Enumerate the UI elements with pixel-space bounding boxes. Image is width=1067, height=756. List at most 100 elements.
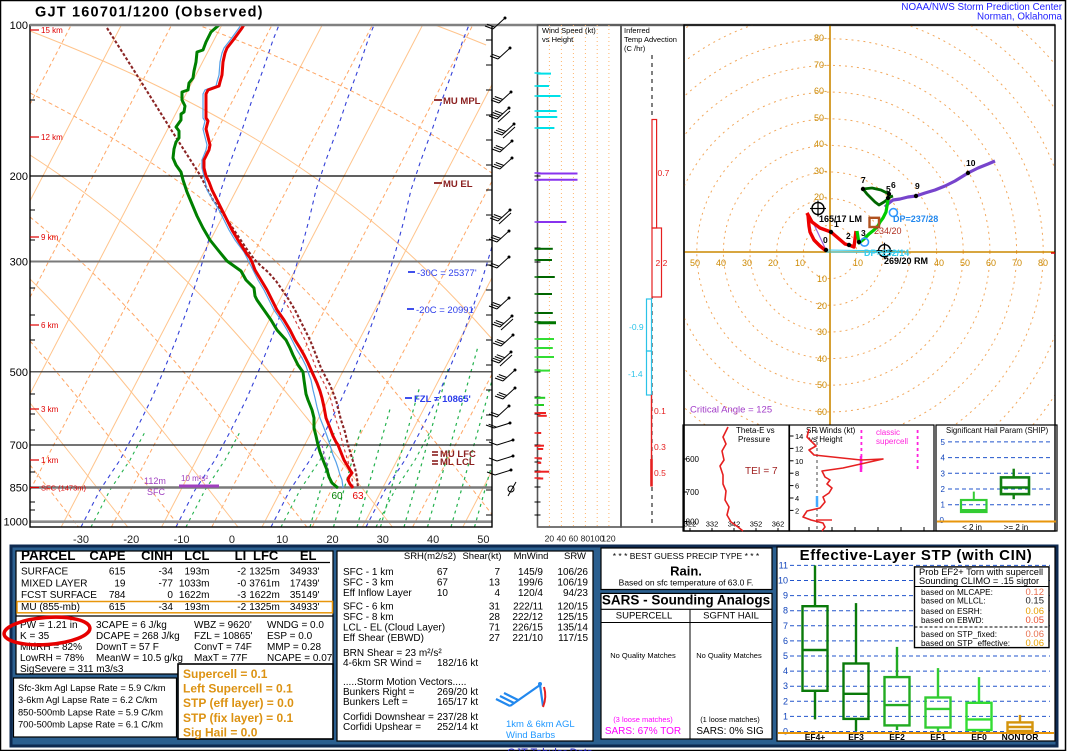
svg-text:SRW: SRW	[564, 551, 586, 562]
svg-text:60: 60	[569, 534, 579, 544]
svg-text:-10: -10	[174, 534, 190, 546]
svg-text:100: 100	[10, 20, 28, 32]
svg-text:322: 322	[684, 520, 697, 529]
svg-text:4: 4	[494, 588, 500, 599]
svg-text:9: 9	[915, 181, 920, 191]
svg-text:63: 63	[352, 491, 364, 502]
svg-text:0: 0	[167, 590, 173, 601]
svg-text:362: 362	[772, 520, 785, 529]
svg-text:-3: -3	[237, 590, 246, 601]
svg-text:SFC (1473m): SFC (1473m)	[41, 484, 87, 493]
svg-text:LI: LI	[235, 548, 247, 563]
svg-text:3 km: 3 km	[41, 405, 59, 414]
svg-text:MU EL: MU EL	[443, 179, 473, 190]
svg-text:50: 50	[960, 258, 970, 268]
svg-text:SARS: 0% SIG: SARS: 0% SIG	[696, 726, 763, 737]
svg-text:10: 10	[966, 158, 976, 168]
svg-text:0.3: 0.3	[654, 442, 666, 452]
svg-text:1325m: 1325m	[249, 566, 280, 577]
svg-text:165/17 LM: 165/17 LM	[819, 214, 862, 224]
svg-text:-20C = 20991': -20C = 20991'	[416, 305, 476, 316]
svg-text:145/9: 145/9	[518, 567, 543, 578]
svg-text:NONTOR: NONTOR	[1002, 732, 1039, 742]
svg-text:FZL = 10865': FZL = 10865'	[414, 394, 471, 405]
svg-text:LCL: LCL	[184, 548, 209, 563]
svg-text:125/15: 125/15	[557, 612, 588, 623]
svg-text:Temp Advection: Temp Advection	[624, 35, 677, 44]
svg-text:LowRH = 78%: LowRH = 78%	[20, 653, 84, 664]
svg-text:28: 28	[489, 612, 501, 623]
svg-text:50: 50	[817, 380, 827, 390]
svg-text:40-: 40-	[814, 139, 827, 149]
svg-text:10: 10	[276, 534, 288, 546]
svg-text:EF2: EF2	[889, 732, 905, 742]
svg-text:Eff Inflow Layer: Eff Inflow Layer	[343, 588, 412, 599]
svg-text:(C /hr): (C /hr)	[624, 44, 646, 53]
svg-text:MIXED LAYER: MIXED LAYER	[21, 578, 88, 589]
svg-text:-2: -2	[237, 602, 246, 613]
svg-text:< 2 in: < 2 in	[962, 523, 982, 532]
svg-text:850-500mb Lapse Rate = 5.9 C/: 850-500mb Lapse Rate = 5.9 C/km	[18, 707, 163, 717]
svg-text:60-: 60-	[814, 86, 827, 96]
svg-text:Shear(kt): Shear(kt)	[462, 551, 501, 562]
svg-text:No Quality Matches: No Quality Matches	[610, 651, 676, 660]
svg-text:GJT 160701/1200 (Observed): GJT 160701/1200 (Observed)	[35, 5, 264, 21]
svg-text:1: 1	[834, 219, 839, 229]
svg-text:11: 11	[779, 560, 788, 570]
svg-text:5: 5	[941, 438, 946, 447]
svg-text:Based on sfc temperature of 63: Based on sfc temperature of 63.0 F.	[619, 578, 754, 588]
svg-text:-30C = 25377': -30C = 25377'	[417, 268, 477, 279]
svg-text:35149': 35149'	[290, 590, 320, 601]
svg-text:199/6: 199/6	[518, 577, 543, 588]
svg-text:700: 700	[10, 440, 28, 452]
svg-text:Sig Hail = 0.0: Sig Hail = 0.0	[183, 725, 258, 739]
svg-text:SR Winds (kt): SR Winds (kt)	[806, 426, 856, 435]
svg-text:Sfc-3km Agl Lapse Rate = 5.9: Sfc-3km Agl Lapse Rate = 5.9 C/km	[18, 683, 166, 693]
svg-text:20: 20	[545, 534, 555, 544]
svg-text:40: 40	[716, 258, 726, 268]
svg-text:Supercell = 0.1: Supercell = 0.1	[183, 667, 268, 681]
svg-text:-0: -0	[237, 578, 246, 589]
svg-text:TEI = 7: TEI = 7	[745, 466, 778, 477]
svg-text:10: 10	[437, 588, 449, 599]
svg-text:3761m: 3761m	[249, 578, 280, 589]
svg-text:based on ESRH:: based on ESRH:	[921, 607, 982, 616]
svg-text:vs Height: vs Height	[542, 35, 574, 44]
svg-text:300: 300	[10, 257, 28, 269]
svg-text:-20: -20	[123, 534, 139, 546]
svg-text:(1 loose matches): (1 loose matches)	[700, 715, 760, 724]
svg-text:850: 850	[10, 483, 28, 495]
svg-text:WBZ = 9620': WBZ = 9620'	[194, 620, 252, 631]
svg-text:120: 120	[601, 534, 615, 544]
svg-text:117/15: 117/15	[558, 633, 588, 644]
svg-text:ESP = 0.0: ESP = 0.0	[267, 631, 313, 642]
svg-text:1: 1	[941, 501, 946, 510]
svg-text:60: 60	[331, 491, 343, 502]
svg-text:9 km: 9 km	[41, 233, 59, 242]
svg-text:0.7: 0.7	[658, 168, 670, 178]
svg-text:NCAPE = 0.07: NCAPE = 0.07	[267, 653, 333, 664]
svg-text:193m: 193m	[184, 566, 209, 577]
svg-text:94/23: 94/23	[563, 588, 588, 599]
svg-text:332: 332	[706, 520, 719, 529]
svg-text:30: 30	[377, 534, 389, 546]
svg-text:71: 71	[489, 623, 501, 634]
svg-text:120/15: 120/15	[557, 602, 588, 613]
svg-text:Critical Angle = 125: Critical Angle = 125	[690, 405, 772, 416]
svg-text:6 km: 6 km	[41, 321, 59, 330]
svg-text:supercell: supercell	[876, 437, 908, 446]
svg-text:4: 4	[795, 494, 799, 503]
svg-text:SigSevere = 311 m3/s3: SigSevere = 311 m3/s3	[20, 664, 124, 675]
svg-text:106/26: 106/26	[557, 567, 588, 578]
svg-text:70: 70	[1012, 258, 1022, 268]
svg-text:SFC - 6 km: SFC - 6 km	[343, 602, 394, 613]
svg-text:106/19: 106/19	[557, 577, 588, 588]
svg-text:4: 4	[783, 666, 788, 676]
svg-text:SARS - Sounding Analogs: SARS - Sounding Analogs	[602, 593, 770, 608]
svg-text:GJT Tabular Data: GJT Tabular Data	[507, 747, 594, 751]
svg-text:vs Height: vs Height	[809, 435, 843, 444]
svg-text:700-500mb Lapse Rate = 6.1 C/: 700-500mb Lapse Rate = 6.1 C/km	[18, 720, 163, 730]
svg-text:Effective-Layer STP (with CIN): Effective-Layer STP (with CIN)	[800, 547, 1033, 564]
svg-text:SFC: SFC	[147, 487, 166, 497]
svg-text:SARS: 67% TOR: SARS: 67% TOR	[605, 726, 681, 737]
